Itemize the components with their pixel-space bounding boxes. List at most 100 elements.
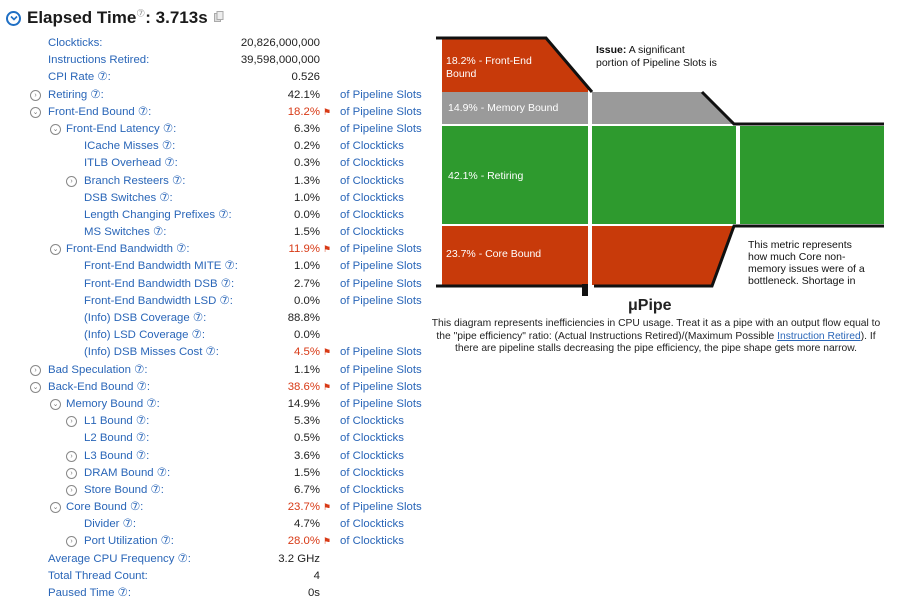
metric-unit: of Pipeline Slots [340,243,422,256]
metric-value: 2.7% [294,277,320,290]
retiring-segment[interactable] [442,126,884,224]
metric-row: Paused Time ⑦: 0s [0,585,430,602]
issue-flag-icon[interactable]: ⚑ [323,244,332,255]
metric-row: › Store Bound ⑦: 6.7% of Clockticks [0,482,430,499]
metric-label[interactable]: L1 Bound ⑦: [84,415,150,428]
metric-row: › Port Utilization ⑦: 28.0% ⚑ of Clockticks [0,533,430,550]
issue-flag-icon[interactable]: ⚑ [323,347,332,358]
metric-label[interactable]: DSB Switches ⑦: [84,191,173,204]
metric-row: ⌄ Memory Bound ⑦: 14.9% of Pipeline Slots [0,396,430,413]
metric-label[interactable]: Total Thread Count: [48,569,148,582]
metric-label[interactable]: L3 Bound ⑦: [84,449,150,462]
metric-label[interactable]: Core Bound ⑦: [66,501,144,514]
expand-icon[interactable]: › [66,416,77,428]
metric-row: MS Switches ⑦: 1.5% of Clockticks [0,224,430,241]
upipe-diagram: 18.2% - Front-End Bound 14.9% - Memory B… [436,36,884,296]
metric-value: 39,598,000,000 [240,54,320,67]
expand-icon[interactable]: › [66,175,77,187]
metric-unit: of Clockticks [340,208,404,221]
metric-label[interactable]: (Info) DSB Coverage ⑦: [84,312,207,324]
metric-row: › Bad Speculation ⑦: 1.1% of Pipeline Slots [0,362,430,379]
metric-label[interactable]: CPI Rate ⑦: [48,71,111,84]
metric-label[interactable]: Front-End Bandwidth LSD ⑦: [84,294,233,307]
metric-row: L2 Bound ⑦: 0.5% of Clockticks [0,430,430,447]
metric-row: Total Thread Count: 4 [0,568,430,585]
instruction-retired-link[interactable]: Instruction Retired [777,330,861,342]
core-note-line1: This metric represents [748,239,852,251]
metric-row: Front-End Bandwidth MITE ⑦: 1.0% of Pipeli… [0,258,430,275]
core-note-line2: how much Core non- [748,251,846,263]
issue-flag-icon[interactable]: ⚑ [323,502,332,513]
metric-label[interactable]: Memory Bound ⑦: [66,397,160,410]
expand-icon[interactable]: › [66,484,77,496]
metric-label[interactable]: Length Changing Prefixes ⑦: [84,208,232,221]
expand-icon[interactable]: › [66,536,77,548]
metric-label[interactable]: Instructions Retired: [48,54,150,67]
metric-label[interactable]: Front-End Bandwidth MITE ⑦: [84,260,238,273]
collapse-toggle-icon[interactable] [6,10,21,26]
collapse-icon[interactable]: ⌄ [30,381,41,393]
metric-unit: of Clockticks [340,535,404,548]
collapse-icon[interactable]: ⌄ [50,502,61,514]
metric-unit: of Clockticks [340,415,404,428]
collapse-icon[interactable]: ⌄ [50,398,61,410]
metric-label[interactable]: Branch Resteers ⑦: [84,174,186,187]
front-end-bound-label-line2: Bound [446,68,477,80]
metric-label[interactable]: ITLB Overhead ⑦: [84,157,178,170]
metric-label[interactable]: L2 Bound ⑦: [84,432,150,445]
issue-flag-icon[interactable]: ⚑ [323,106,332,117]
metric-label[interactable]: Divider ⑦: [84,518,136,531]
collapse-icon[interactable]: ⌄ [30,106,41,118]
metric-label[interactable]: Front-End Bound ⑦: [48,105,152,118]
metric-value: 0.5% [294,432,320,445]
metric-label[interactable]: (Info) LSD Coverage ⑦: [84,329,206,342]
metric-row: ICache Misses ⑦: 0.2% of Clockticks [0,138,430,155]
metric-label[interactable]: Bad Speculation ⑦: [48,363,148,376]
metric-label[interactable]: Port Utilization ⑦: [84,535,174,548]
metric-value: 38.6% [287,380,320,393]
metric-value: 42.1% [287,88,320,101]
metric-unit: of Clockticks [340,226,404,239]
metric-unit: of Pipeline Slots [340,88,422,101]
metric-label[interactable]: Front-End Bandwidth ⑦: [66,243,190,256]
metric-value: 11.9% [288,243,320,256]
expand-icon[interactable]: › [66,450,77,462]
metric-row: Instructions Retired: 39,598,000,000 [0,52,430,69]
metric-label[interactable]: Front-End Latency ⑦: [66,122,177,135]
expand-icon[interactable]: › [30,89,41,101]
front-end-bound-segment[interactable] [442,39,592,92]
metric-unit: of Clockticks [340,191,404,204]
metric-label[interactable]: ICache Misses ⑦: [84,140,176,153]
core-note-line4: bottleneck. Shortage in [748,275,856,287]
metric-unit: of Pipeline Slots [340,294,422,307]
collapse-icon[interactable]: ⌄ [50,123,61,135]
metric-label[interactable]: Retiring ⑦: [48,88,104,101]
issue-tooltip-line2: portion of Pipeline Slots is [596,57,717,69]
metric-unit: of Pipeline Slots [340,346,422,359]
metric-label[interactable]: (Info) DSB Misses Cost ⑦: [84,346,219,359]
copy-icon[interactable] [213,10,224,26]
help-icon[interactable]: ⑦ [136,8,146,20]
metric-label[interactable]: Store Bound ⑦: [84,483,164,496]
metric-value: 6.7% [294,483,320,496]
metric-label[interactable]: MS Switches ⑦: [84,226,167,239]
issue-flag-icon[interactable]: ⚑ [323,381,332,392]
metric-unit: of Pipeline Slots [340,260,422,273]
expand-icon[interactable]: › [30,364,41,376]
metric-row: (Info) LSD Coverage ⑦: 0.0% [0,327,430,344]
metric-value: 18.2% [287,105,320,118]
collapse-icon[interactable]: ⌄ [50,244,61,256]
metric-label[interactable]: Clockticks: [48,37,103,49]
metric-label[interactable]: Average CPU Frequency ⑦: [48,552,191,565]
metric-row: › Branch Resteers ⑦: 1.3% of Clockticks [0,173,430,190]
metric-value: 1.1% [294,363,320,376]
metric-unit: of Pipeline Slots [340,380,422,393]
metric-label[interactable]: Back-End Bound ⑦: [48,380,151,393]
expand-icon[interactable]: › [66,467,77,479]
metric-row: ⌄ Front-End Bandwidth ⑦: 11.9% ⚑ of Pipeline… [0,241,430,258]
metric-label[interactable]: Front-End Bandwidth DSB ⑦: [84,277,235,290]
metric-label[interactable]: DRAM Bound ⑦: [84,466,171,479]
metric-value: 6.3% [294,122,320,135]
issue-flag-icon[interactable]: ⚑ [323,536,332,547]
metric-label[interactable]: Paused Time ⑦: [48,587,132,599]
